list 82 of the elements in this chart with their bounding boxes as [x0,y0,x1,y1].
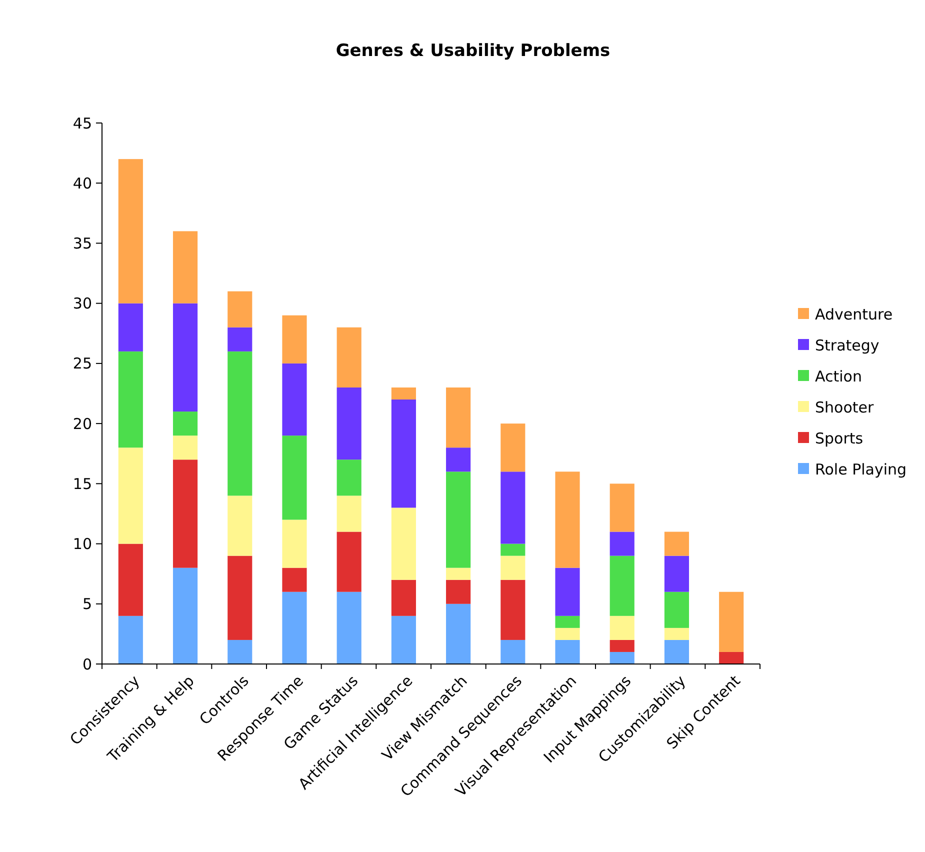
bar [336,460,362,496]
y-tick-label: 5 [82,595,92,614]
bar [336,387,362,460]
y-tick-label: 25 [72,354,92,373]
bar [282,568,307,592]
bar [610,532,634,556]
bar [719,652,744,664]
bar [391,616,416,664]
y-tick-label: 40 [72,174,92,192]
bar [446,472,471,568]
bar [610,652,634,664]
bar [336,496,362,532]
bar [500,424,526,472]
y-tick-label: 30 [72,294,92,313]
bar [172,231,198,304]
bar [282,520,307,568]
bar [719,592,744,652]
bar [500,640,526,664]
bar [610,484,634,532]
bar [446,448,471,472]
bar [500,556,526,580]
legend-label: Role Playing [815,460,907,478]
bar [555,628,580,640]
bar [664,640,690,664]
bar [664,556,690,592]
bar [118,159,143,304]
bar [172,568,198,664]
bar [336,532,362,592]
bar [172,436,198,460]
bar [282,436,307,520]
bar [391,580,416,616]
bar [555,616,580,628]
bar [391,400,416,508]
bar [228,496,252,556]
bar [282,592,307,664]
y-tick-label: 15 [72,474,92,493]
bar [228,556,252,640]
bar [500,472,526,544]
bar [500,544,526,556]
bar [172,303,198,412]
bar [610,556,634,616]
y-tick-label: 35 [72,234,92,252]
bar [172,412,198,436]
bar [664,628,690,640]
chart-title: Genres & Usability Problems [336,41,610,61]
bar [446,604,471,664]
bar [228,351,252,496]
bar [118,616,143,664]
bar [228,640,252,664]
legend-label: Sports [815,429,864,448]
bar [118,544,143,616]
bar [446,387,471,448]
bar [555,640,580,664]
legend-label: Action [815,367,862,386]
y-tick-label: 0 [82,655,92,674]
bar [610,616,634,640]
bar [664,532,690,556]
bar [391,508,416,580]
y-tick-label: 20 [72,414,92,433]
legend-label: Strategy [815,336,880,354]
bar [555,472,580,568]
bar [228,291,252,328]
bar [664,592,690,628]
bar [446,580,471,604]
bar [391,387,416,400]
bar [118,303,143,352]
bar [610,640,634,652]
bar [555,568,580,616]
legend-label: Adventure [815,305,893,324]
bar [228,327,252,352]
bar [336,327,362,388]
bar [118,448,143,544]
y-tick-label: 10 [72,535,92,554]
bar [282,363,307,436]
legend-label: Shooter [815,398,874,416]
bar [282,315,307,364]
y-tick-label: 45 [72,114,92,132]
bar [172,460,198,568]
bar [500,580,526,640]
bar [118,351,143,448]
bar [446,568,471,580]
bar [336,592,362,664]
